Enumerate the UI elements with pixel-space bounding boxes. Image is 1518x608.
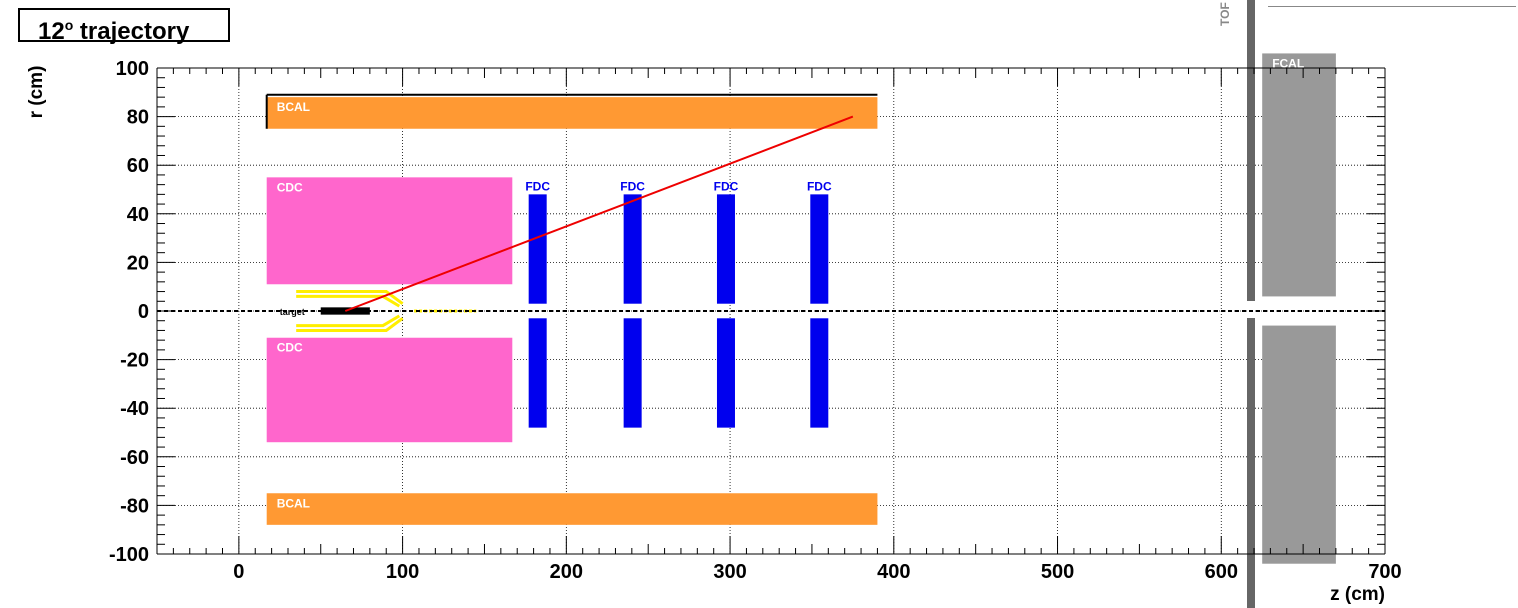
x-axis-title: z (cm): [1330, 584, 1385, 605]
fdc-region: [810, 318, 829, 428]
fdc-region: [528, 318, 547, 428]
y-tick-label: 20: [127, 252, 149, 274]
bcal-label: BCAL: [277, 100, 310, 114]
frame-edge-line: [1268, 6, 1516, 7]
y-tick-label: 0: [138, 301, 149, 323]
start-counter: [296, 294, 401, 308]
start-counter: [296, 290, 404, 305]
fdc-region: [528, 194, 547, 304]
y-tick-label: -80: [120, 495, 149, 517]
y-tick-label: -100: [109, 544, 149, 566]
target-label: target: [280, 307, 305, 317]
fcal-region: [1262, 53, 1336, 297]
tof-wall: [1247, 0, 1255, 301]
y-tick-label: -40: [120, 398, 149, 420]
y-tick-label: 100: [116, 58, 149, 80]
cdc-label: CDC: [277, 180, 303, 194]
detector-layer: [265, 0, 1336, 608]
x-tick-label: 0: [233, 561, 244, 583]
bcal-region: [266, 493, 878, 525]
title-text: trajectory: [73, 18, 190, 45]
fdc-region: [810, 194, 829, 304]
x-tick-label: 400: [877, 561, 910, 583]
y-tick-label: 40: [127, 204, 149, 226]
fdc-region: [716, 318, 735, 428]
start-counter: [296, 314, 401, 328]
bcal-label: BCAL: [277, 496, 310, 510]
particle-trajectory: [344, 115, 854, 312]
cdc-label: CDC: [277, 341, 303, 355]
fcal-label: FCAL: [1272, 56, 1304, 70]
fdc-label: FDC: [620, 179, 645, 193]
x-tick-label: 600: [1205, 561, 1238, 583]
cdc-region: [266, 337, 513, 443]
x-tick-label: 200: [550, 561, 583, 583]
chart-title: 12o trajectory: [18, 8, 230, 45]
fcal-region: [1262, 325, 1336, 564]
start-counter: [296, 317, 404, 332]
x-tick-label: 300: [713, 561, 746, 583]
x-tick-label: 700: [1368, 561, 1401, 583]
title-number: 12: [38, 18, 65, 45]
fdc-region: [716, 194, 735, 304]
y-tick-label: -20: [120, 350, 149, 372]
axis-layer: [156, 67, 1386, 555]
cdc-region: [266, 177, 513, 285]
fdc-label: FDC: [714, 179, 739, 193]
fdc-region: [623, 194, 642, 304]
title-degree: o: [64, 17, 74, 33]
y-tick-label: -60: [120, 447, 149, 469]
y-tick-label: 80: [127, 107, 149, 129]
tof-wall: [1247, 318, 1255, 608]
bcal-region: [266, 97, 878, 129]
x-tick-label: 500: [1041, 561, 1074, 583]
fdc-label: FDC: [525, 179, 550, 193]
fdc-region: [623, 318, 642, 428]
y-tick-label: 60: [127, 155, 149, 177]
x-tick-label: 100: [386, 561, 419, 583]
label-layer: BCAL BCAL CDC CDC FDC FDC FDC FDC FCAL target 0 100…: [26, 56, 1402, 605]
fdc-label: FDC: [807, 179, 832, 193]
y-axis-title: r (cm): [26, 66, 47, 119]
